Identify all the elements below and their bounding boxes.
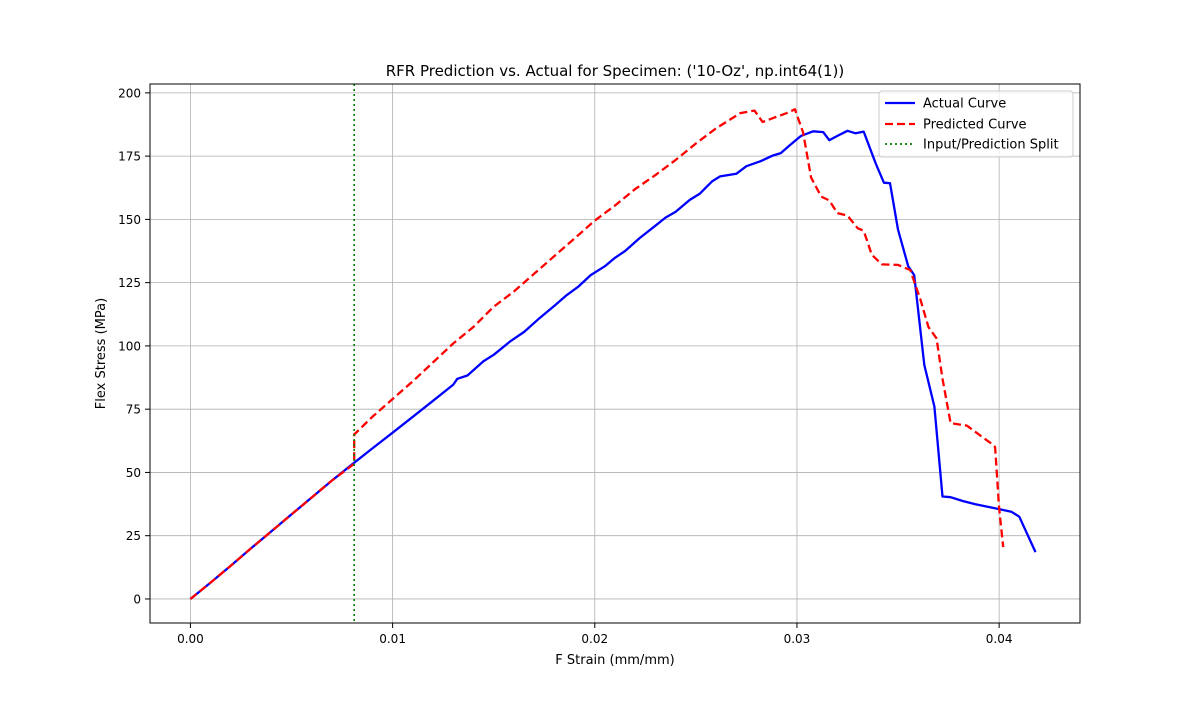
x-tick-label: 0.03 xyxy=(784,632,811,646)
x-tick-label: 0.04 xyxy=(986,632,1013,646)
axes-frame xyxy=(149,83,1081,624)
y-tick-label: 125 xyxy=(118,276,141,290)
plot-lines xyxy=(189,84,1037,623)
y-tick-label: 50 xyxy=(126,466,141,480)
y-tick-label: 0 xyxy=(133,592,141,606)
x-tick-label: 0.02 xyxy=(581,632,608,646)
legend-label-actual: Actual Curve xyxy=(923,97,1006,112)
series-actual-curve-line xyxy=(189,129,1037,600)
y-tick-label: 175 xyxy=(118,150,141,164)
chart-title: RFR Prediction vs. Actual for Specimen: … xyxy=(386,62,845,80)
series-predicted-curve-line xyxy=(189,108,1005,600)
y-tick-label: 150 xyxy=(118,213,141,227)
y-tick-label: 100 xyxy=(118,339,141,353)
legend-box xyxy=(878,90,1074,158)
x-axis-label: F Strain (mm/mm) xyxy=(555,653,674,668)
y-tick-label: 25 xyxy=(126,529,141,543)
x-tick-label: 0.00 xyxy=(177,632,204,646)
legend: Actual Curve Predicted Curve Input/Predi… xyxy=(878,90,1074,158)
legend-label-predicted: Predicted Curve xyxy=(923,118,1027,133)
legend-label-split: Input/Prediction Split xyxy=(923,138,1059,153)
grid-lines xyxy=(150,84,1080,623)
x-axis: 0.00 0.01 0.02 0.03 0.04 xyxy=(177,623,1012,646)
y-axis-label: Flex Stress (MPa) xyxy=(94,298,109,409)
y-axis: 0 25 50 75 100 125 150 175 200 xyxy=(118,86,150,606)
y-tick-label: 75 xyxy=(126,403,141,417)
y-tick-label: 200 xyxy=(118,86,141,100)
x-tick-label: 0.01 xyxy=(379,632,406,646)
